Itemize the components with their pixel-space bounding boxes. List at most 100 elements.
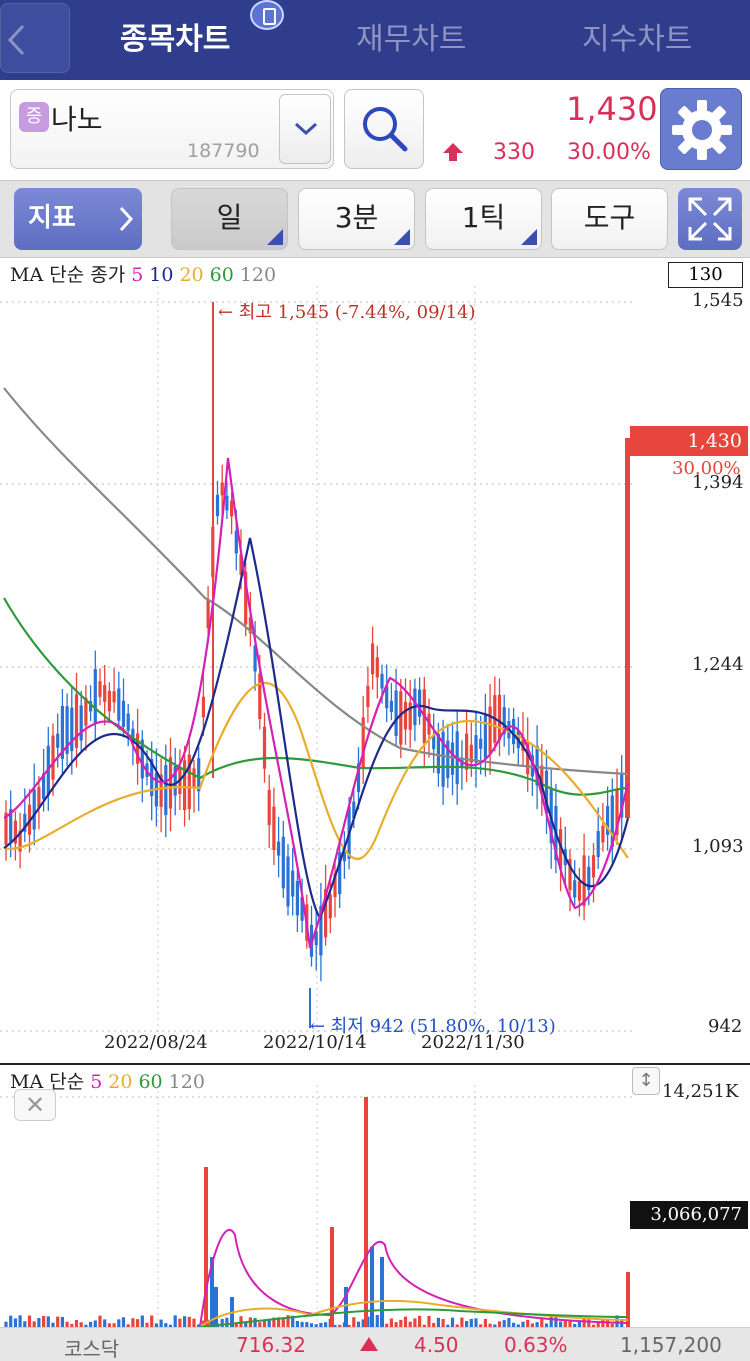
volume-bar <box>314 1324 318 1327</box>
search-icon <box>363 107 408 152</box>
candle-body <box>352 801 356 819</box>
market-index-bar[interactable]: 코스닥 716.32 4.50 0.63% 1,157,200 <box>0 1327 750 1361</box>
candle-body <box>587 866 591 891</box>
search-button[interactable] <box>344 89 424 169</box>
tab-financial-chart[interactable]: 재무차트 <box>356 22 467 57</box>
candle-body <box>56 733 60 748</box>
candle-body <box>74 694 79 748</box>
tab-stock-chart[interactable]: 종목차트 <box>120 22 231 57</box>
stock-selector[interactable]: 증 나노 187790 <box>10 89 334 169</box>
candle-body <box>328 894 332 919</box>
volume-bar <box>27 1315 32 1327</box>
volume-bar <box>131 1318 135 1327</box>
stock-dropdown-button[interactable] <box>279 94 331 164</box>
volume-bar <box>507 1318 511 1327</box>
vol-ma-120-label: 120 <box>168 1071 205 1093</box>
resize-subchart-icon[interactable]: ↕ <box>632 1067 660 1095</box>
volume-bar <box>154 1323 158 1327</box>
candle-body <box>300 896 304 921</box>
volume-bar <box>450 1317 455 1327</box>
tools-label: 도구 <box>583 201 636 234</box>
candle-body <box>361 717 365 768</box>
candle-body <box>79 705 83 741</box>
period-minute-button[interactable]: 3분 <box>298 188 415 250</box>
current-price-marker: 1,430 <box>630 426 748 456</box>
volume-bar <box>60 1316 64 1327</box>
volume-ma-legend: MA 단순 5 20 60 120 <box>10 1067 211 1094</box>
dropdown-corner-icon <box>394 229 410 245</box>
volume-bar <box>140 1315 144 1327</box>
moving-average-line <box>3 597 629 796</box>
volume-bar <box>70 1323 74 1327</box>
settings-button[interactable] <box>660 88 742 170</box>
volume-bar <box>300 1321 304 1327</box>
price-tick-label: 1,244 <box>692 654 744 675</box>
period-tick-button[interactable]: 1틱 <box>425 188 542 250</box>
price-chart[interactable]: MA 단순 종가 5 10 20 60 120 130 1,545 1,394 1,244… <box>0 258 750 1063</box>
back-arrow-icon <box>7 24 25 56</box>
candle-body <box>526 741 530 775</box>
volume-bar <box>465 1320 469 1327</box>
expand-button[interactable] <box>678 188 742 250</box>
volume-bar <box>65 1321 69 1327</box>
volume-bar <box>9 1315 13 1327</box>
ma-legend-prefix: MA 단순 종가 <box>10 264 126 286</box>
price-tick-label: 942 <box>708 1016 743 1037</box>
volume-bar <box>418 1315 422 1327</box>
candle-body <box>65 706 69 754</box>
candle-body <box>521 737 525 751</box>
candle-body <box>13 820 17 844</box>
candle-body <box>620 774 624 818</box>
indicator-button[interactable]: 지표 <box>14 188 142 250</box>
volume-bar <box>563 1319 567 1327</box>
candle-body <box>201 696 205 718</box>
volume-bar <box>107 1323 111 1327</box>
dropdown-corner-icon <box>267 229 283 245</box>
volume-bar <box>117 1319 121 1327</box>
candle-body <box>187 754 191 810</box>
volume-bar <box>441 1319 445 1327</box>
volume-bar <box>364 1097 368 1327</box>
current-volume-marker: 3,066,077 <box>630 1201 748 1229</box>
volume-bar <box>93 1320 97 1327</box>
candle-body <box>441 731 445 787</box>
candle-body <box>333 873 337 898</box>
volume-bar <box>544 1323 549 1327</box>
candle-body <box>234 530 238 554</box>
candle-body <box>131 728 135 744</box>
moving-average-line <box>3 387 629 776</box>
ma-10-label: 10 <box>149 264 174 286</box>
back-button[interactable] <box>0 3 70 73</box>
volume-bar <box>267 1320 271 1327</box>
low-annotation: ← 최저 942 (51.80%, 10/13) <box>310 1016 556 1037</box>
candle-body <box>42 773 46 800</box>
volume-bar <box>204 1167 208 1327</box>
index-volume: 1,157,200 <box>620 1333 722 1357</box>
tab-index-chart[interactable]: 지수차트 <box>582 22 693 57</box>
current-price: 1,430 <box>566 90 658 128</box>
tools-button[interactable]: 도구 <box>551 188 668 250</box>
volume-bar <box>136 1319 140 1327</box>
close-subchart-icon[interactable]: ✕ <box>14 1089 56 1121</box>
date-label: 2022/10/14 <box>263 1032 367 1053</box>
candle-body <box>239 554 243 575</box>
volume-bar <box>197 1324 201 1327</box>
candle-body <box>615 789 619 836</box>
candle-body <box>262 726 267 769</box>
volume-bar <box>173 1315 177 1327</box>
volume-bar <box>89 1321 93 1327</box>
visible-candles-count[interactable]: 130 <box>668 262 743 288</box>
chevron-right-icon <box>119 206 134 232</box>
dropdown-corner-icon <box>521 229 537 245</box>
candle-body <box>610 795 614 847</box>
volume-chart[interactable]: MA 단순 5 20 60 120 ✕ ↕ 14,251K 3,066,077 <box>0 1063 750 1327</box>
candle-body <box>418 689 422 717</box>
volume-bar <box>192 1318 196 1327</box>
price-change-pct: 30.00% <box>567 140 651 165</box>
candle-body <box>502 707 506 735</box>
candle-body <box>277 841 281 856</box>
volume-bar <box>178 1318 182 1327</box>
index-name: 코스닥 <box>64 1337 120 1361</box>
volume-bar <box>333 1324 337 1327</box>
period-day-button[interactable]: 일 <box>171 188 288 250</box>
